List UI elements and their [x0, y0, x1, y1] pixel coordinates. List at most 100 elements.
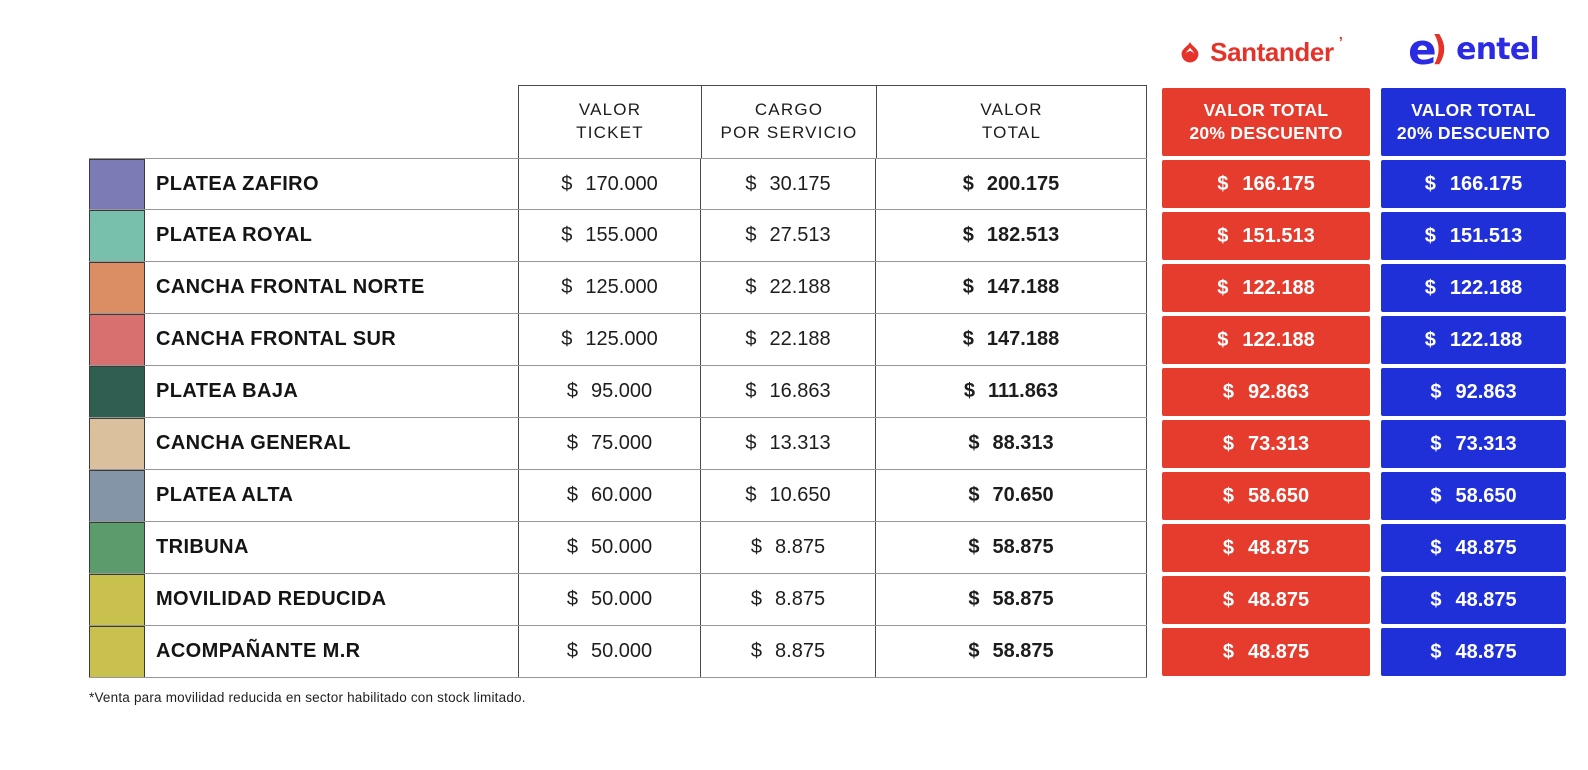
valor-total-amount: 147.188: [986, 276, 1060, 298]
entel-discount-cell: $58.650: [1381, 472, 1566, 520]
table-row-main: CANCHA GENERAL $75.000 $13.313 $88.313: [89, 418, 1147, 470]
valor-ticket-cell: $95.000: [518, 366, 700, 417]
valor-total-cell: $58.875: [875, 522, 1147, 573]
sector-color-swatch: [89, 210, 145, 261]
currency-symbol: $: [1424, 276, 1436, 299]
cargo-servicio-cell: $10.650: [700, 470, 875, 521]
santander-wordmark: Santander: [1210, 36, 1334, 67]
santander-discount-cell: $122.188: [1162, 316, 1370, 364]
sector-color-swatch: [89, 626, 145, 677]
valor-total-amount: 70.650: [992, 484, 1054, 506]
valor-ticket-amount: 95.000: [590, 380, 653, 402]
currency-symbol: $: [1424, 224, 1436, 247]
sector-label: PLATEA ROYAL: [156, 224, 313, 246]
currency-symbol: $: [968, 484, 980, 506]
valor-ticket-amount: 60.000: [590, 484, 653, 506]
santander-discount-amount: 166.175: [1242, 172, 1315, 195]
currency-symbol: $: [566, 432, 578, 454]
valor-total-amount: 58.875: [992, 536, 1054, 558]
currency-symbol: $: [1222, 588, 1234, 611]
cargo-servicio-cell: $13.313: [700, 418, 875, 469]
entel-discount-amount: 48.875: [1455, 536, 1517, 559]
table-row: PLATEA ZAFIRO $170.000 $30.175 $200.175 …: [89, 158, 1566, 210]
santander-flame-shape: [1181, 41, 1199, 62]
entel-discount-amount: 122.188: [1449, 328, 1523, 351]
santander-discount-cell: $166.175: [1162, 160, 1370, 208]
currency-symbol: $: [1430, 432, 1442, 455]
santander-discount-amount: 92.863: [1247, 380, 1310, 403]
currency-symbol: $: [1430, 484, 1442, 507]
valor-total-amount: 88.313: [992, 432, 1054, 454]
cargo-servicio-amount: 10.650: [769, 484, 831, 506]
currency-symbol: $: [745, 172, 757, 195]
santander-discount-cell: $48.875: [1162, 576, 1370, 624]
valor-ticket-cell: $155.000: [518, 210, 700, 261]
sector-label: PLATEA ALTA: [156, 484, 294, 506]
valor-ticket-amount: 75.000: [590, 432, 653, 454]
santander-discount-amount: 48.875: [1247, 588, 1310, 611]
currency-symbol: $: [1430, 640, 1442, 663]
valor-total-amount: 200.175: [986, 172, 1060, 195]
entel-discount-cell: $48.875: [1381, 576, 1566, 624]
valor-total-cell: $58.875: [875, 626, 1147, 677]
currency-symbol: $: [1430, 380, 1442, 403]
entel-discount-cell: $92.863: [1381, 368, 1566, 416]
valor-ticket-amount: 170.000: [585, 172, 658, 195]
valor-total-cell: $147.188: [875, 314, 1147, 365]
santander-discount-amount: 151.513: [1242, 224, 1315, 247]
entel-discount-cell: $122.188: [1381, 316, 1566, 364]
cargo-servicio-cell: $22.188: [700, 262, 875, 313]
table-row-main: TRIBUNA $50.000 $8.875 $58.875: [89, 522, 1147, 574]
table-row: MOVILIDAD REDUCIDA $50.000 $8.875 $58.87…: [89, 574, 1566, 626]
currency-symbol: $: [561, 276, 573, 298]
valor-ticket-amount: 125.000: [585, 328, 658, 350]
currency-symbol: $: [561, 172, 573, 195]
table-row-main: PLATEA ZAFIRO $170.000 $30.175 $200.175: [89, 158, 1147, 210]
currency-symbol: $: [1217, 276, 1229, 299]
entel-discount-amount: 48.875: [1455, 588, 1517, 611]
currency-symbol: $: [745, 380, 757, 402]
table-row: PLATEA ROYAL $155.000 $27.513 $182.513 $…: [89, 210, 1566, 262]
valor-ticket-cell: $125.000: [518, 314, 700, 365]
sector-label: MOVILIDAD REDUCIDA: [156, 588, 387, 610]
valor-ticket-amount: 155.000: [585, 224, 658, 246]
cargo-servicio-cell: $8.875: [700, 522, 875, 573]
santander-discount-amount: 122.188: [1242, 328, 1315, 351]
cargo-servicio-cell: $8.875: [700, 574, 875, 625]
valor-ticket-cell: $125.000: [518, 262, 700, 313]
currency-symbol: $: [745, 328, 757, 350]
valor-total-amount: 147.188: [986, 328, 1060, 350]
sector-color-swatch: [89, 366, 145, 417]
valor-ticket-cell: $50.000: [518, 574, 700, 625]
cargo-servicio-cell: $16.863: [700, 366, 875, 417]
valor-ticket-cell: $170.000: [518, 159, 700, 209]
valor-ticket-amount: 125.000: [585, 276, 658, 298]
entel-logo: e ) entel: [1381, 26, 1566, 74]
cargo-servicio-cell: $27.513: [700, 210, 875, 261]
header-line: TICKET: [576, 123, 644, 142]
currency-symbol: $: [968, 588, 980, 610]
santander-discount-cell: $122.188: [1162, 264, 1370, 312]
cargo-servicio-amount: 30.175: [769, 172, 831, 195]
entel-paren-icon: ): [1431, 29, 1448, 69]
entel-discount-cell: $122.188: [1381, 264, 1566, 312]
santander-discount-amount: 58.650: [1247, 484, 1310, 507]
sector-color-swatch: [89, 262, 145, 313]
currency-symbol: $: [750, 536, 763, 558]
currency-symbol: $: [566, 380, 578, 402]
currency-symbol: $: [745, 224, 757, 246]
currency-symbol: $: [1222, 640, 1234, 663]
currency-symbol: $: [1217, 328, 1229, 351]
currency-symbol: $: [968, 432, 980, 454]
header-line: 20% DESCUENTO: [1189, 123, 1343, 143]
sector-color-swatch: [89, 574, 145, 625]
valor-ticket-amount: 50.000: [590, 588, 653, 610]
currency-symbol: $: [750, 640, 763, 662]
footnote: *Venta para movilidad reducida en sector…: [89, 690, 526, 705]
valor-total-cell: $88.313: [875, 418, 1147, 469]
entel-discount-cell: $151.513: [1381, 212, 1566, 260]
header-line: VALOR TOTAL: [1203, 100, 1329, 121]
currency-symbol: $: [1222, 380, 1234, 403]
currency-symbol: $: [561, 328, 573, 350]
cargo-servicio-amount: 8.875: [775, 536, 826, 558]
